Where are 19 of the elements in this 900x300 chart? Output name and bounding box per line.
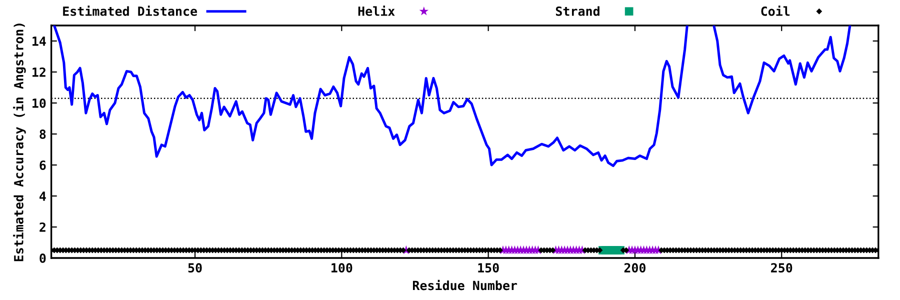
x-tick-label: 200 [624, 263, 646, 273]
x-axis-title: Residue Number [412, 280, 518, 290]
y-tick-label: 10 [32, 98, 46, 108]
y-tick-label: 2 [40, 222, 46, 232]
y-tick-label: 12 [32, 67, 46, 77]
legend-label: Helix [358, 6, 395, 16]
x-tick-label: 150 [478, 263, 499, 273]
x-tick-label: 50 [188, 263, 202, 273]
y-tick-label: 0 [40, 253, 46, 263]
y-tick-label: 4 [40, 192, 46, 201]
legend-label: Estimated Distance [63, 6, 198, 16]
legend-label: Strand [556, 6, 600, 16]
y-tick-label: 14 [32, 36, 46, 46]
y-tick-label: 8 [40, 129, 46, 139]
legend-label: Coil [761, 6, 790, 16]
y-tick-label: 6 [40, 160, 46, 170]
x-tick-label: 100 [332, 263, 352, 273]
x-tick-label: 250 [771, 263, 792, 273]
y-axis-title: Estimated Accuracy (in Angstron) [13, 24, 26, 262]
